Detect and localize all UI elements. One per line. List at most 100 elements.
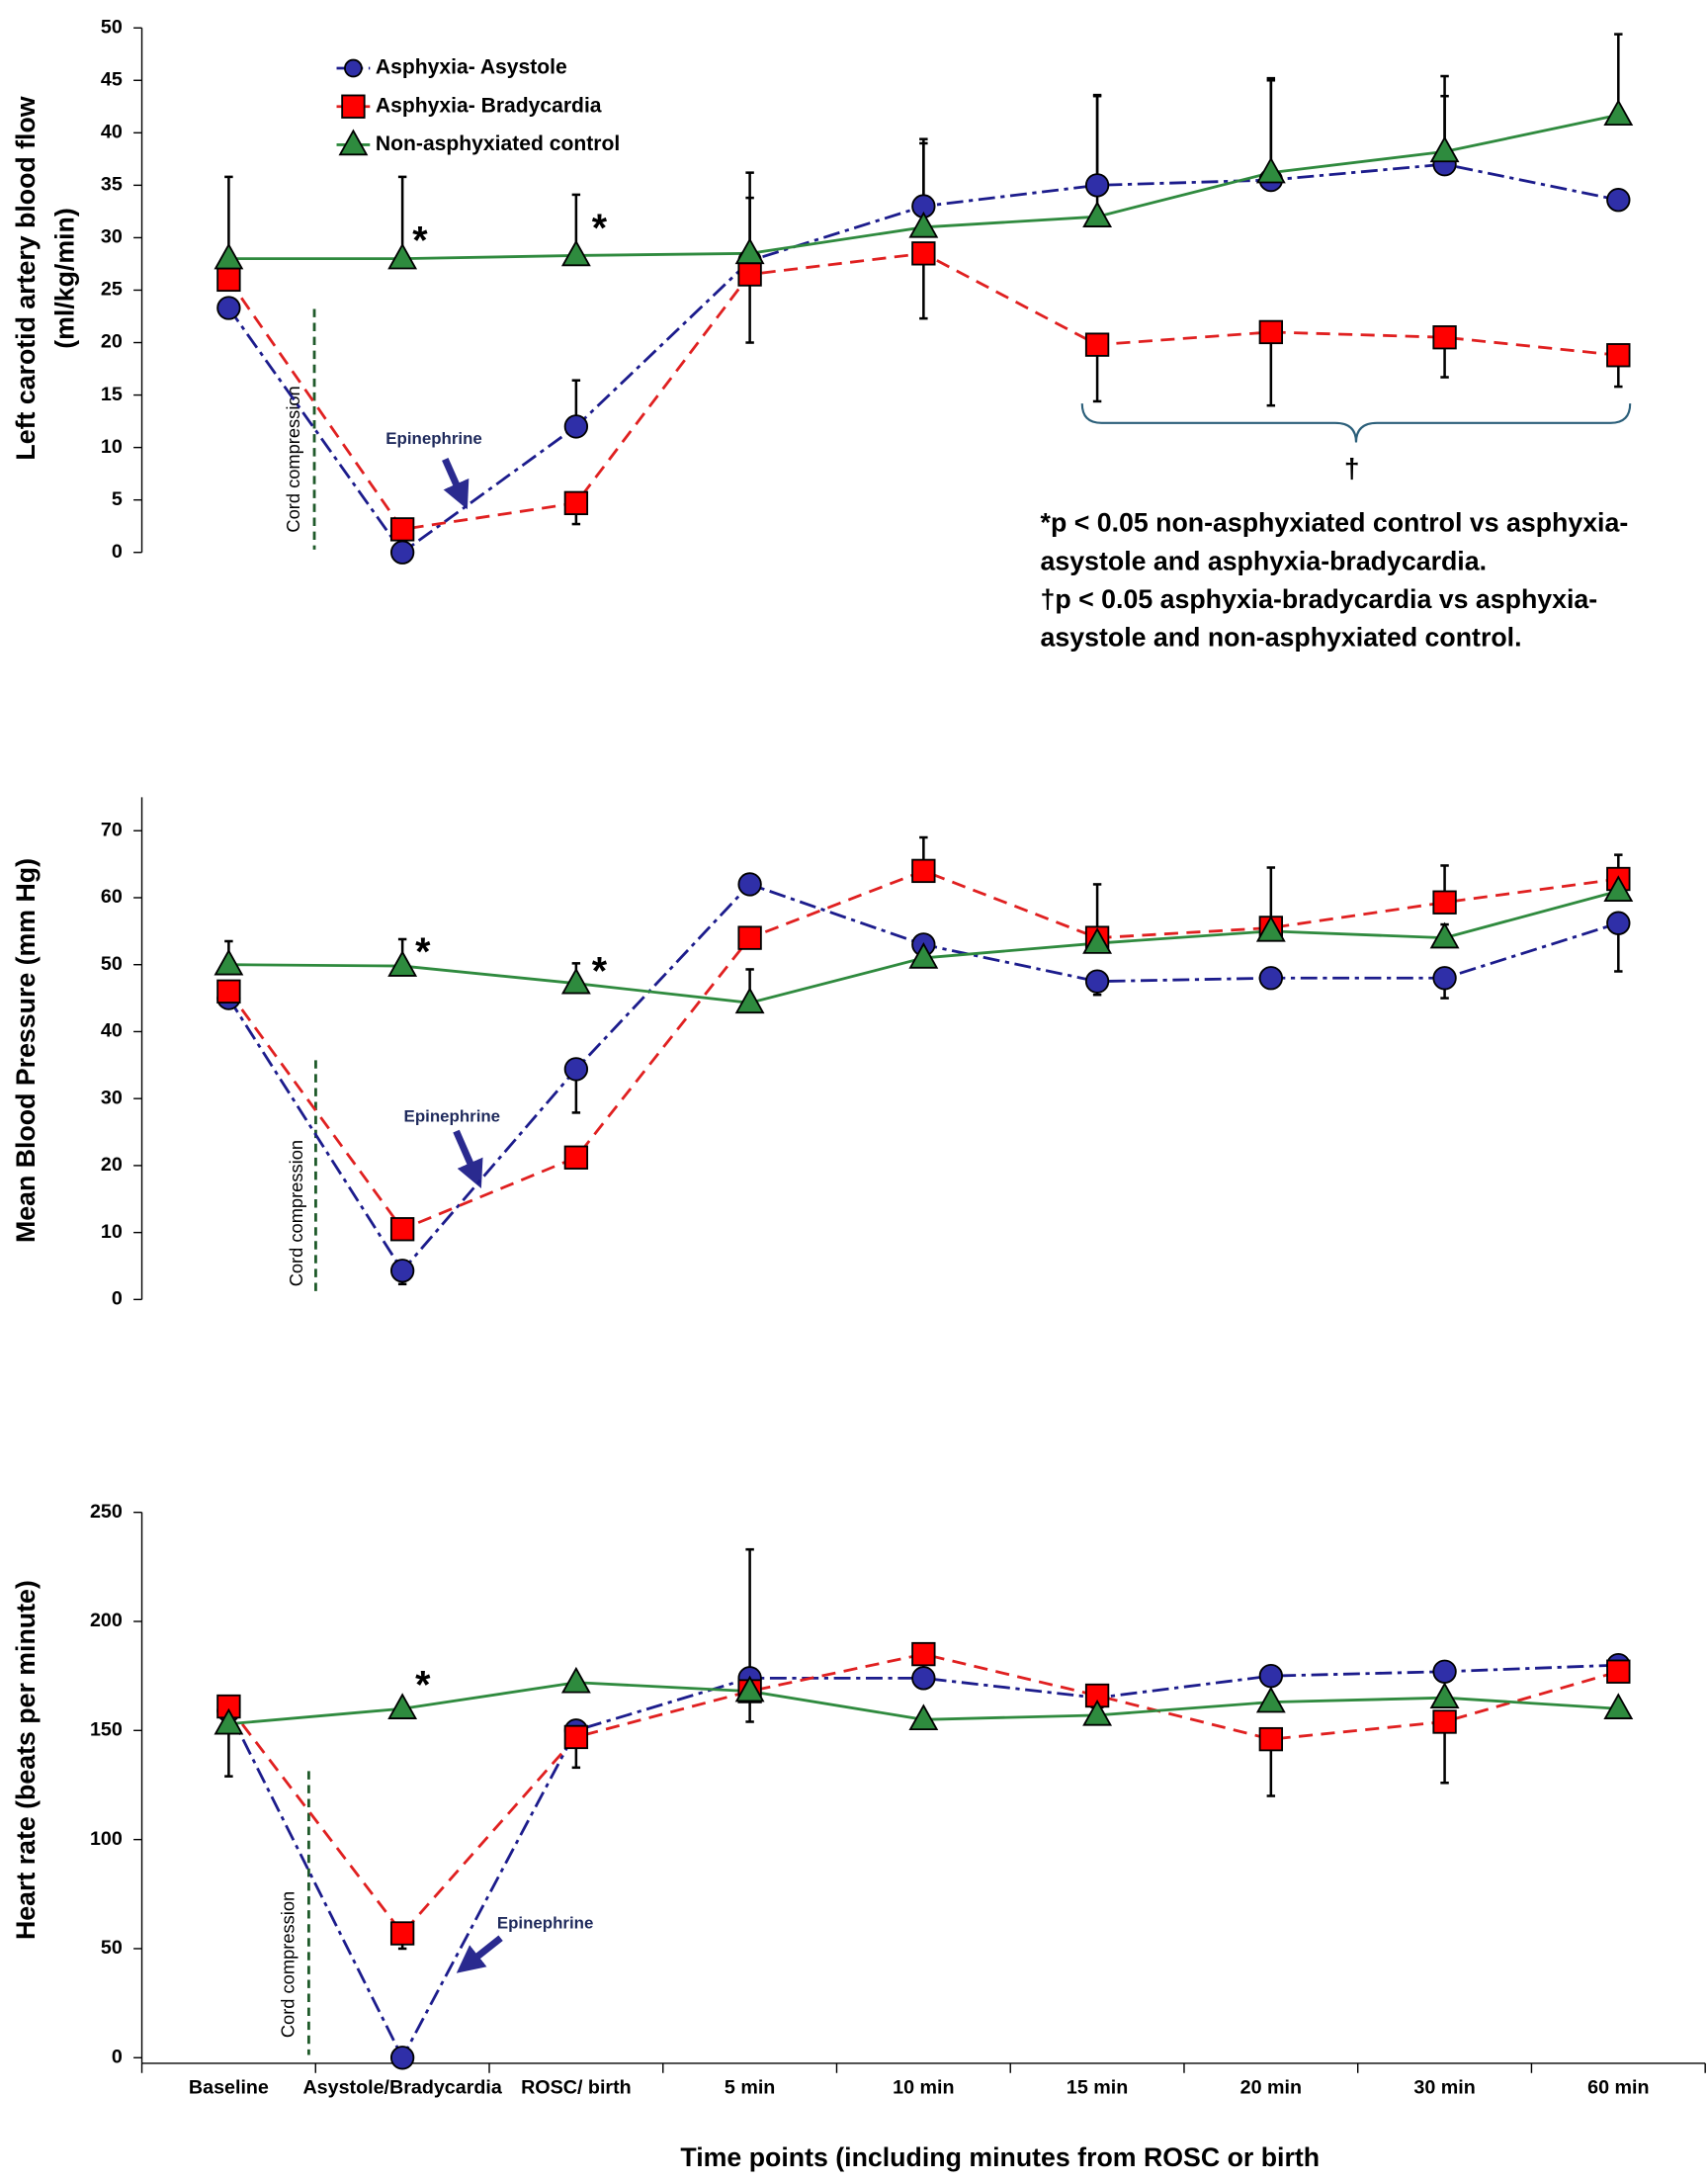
y-tick-label: 35 <box>101 174 123 196</box>
y-tick-label: 50 <box>101 16 123 38</box>
marker <box>1603 99 1634 127</box>
marker <box>1082 201 1113 227</box>
y-axis-label: Mean Blood Pressure (mm Hg) <box>11 858 41 1243</box>
marker <box>1084 173 1110 198</box>
y-tick-label: 100 <box>90 1828 123 1850</box>
marker <box>1606 911 1631 935</box>
marker <box>216 267 241 293</box>
epinephrine-label: Epinephrine <box>497 1914 594 1933</box>
bracket <box>1080 403 1632 443</box>
y-tick-label: 30 <box>101 226 123 248</box>
y-tick-label: 20 <box>101 331 123 353</box>
marker <box>908 211 939 238</box>
marker <box>389 517 415 542</box>
marker <box>1255 1686 1286 1713</box>
y-tick-label: 25 <box>101 279 123 301</box>
marker <box>560 967 591 995</box>
marker <box>908 941 939 969</box>
x-tick-label: 30 min <box>1413 2076 1475 2098</box>
y-tick-label: 5 <box>112 488 123 510</box>
legend-marker <box>338 129 369 156</box>
footnote: asystole and asphyxia-bradycardia. <box>1041 546 1487 575</box>
cord-label: Cord compression <box>286 1140 306 1286</box>
marker <box>911 1641 936 1667</box>
legend-label: Asphyxia- Bradycardia <box>376 94 602 117</box>
marker <box>214 242 244 270</box>
marker <box>1606 343 1631 368</box>
y-tick-label: 10 <box>101 436 123 458</box>
marker <box>1606 1659 1631 1684</box>
x-tick-label: Asystole/Bradycardia <box>302 2076 502 2098</box>
significance-star: * <box>412 219 428 263</box>
marker <box>737 872 762 897</box>
significance-star: * <box>415 930 431 974</box>
y-axis-label: Left carotid artery blood flow <box>11 96 41 460</box>
y-tick-label: 0 <box>112 1288 123 1310</box>
significance-star: * <box>415 1663 431 1706</box>
marker <box>389 2046 415 2070</box>
marker <box>563 1145 589 1170</box>
marker <box>737 925 762 950</box>
x-tick-label: 10 min <box>893 2076 954 2098</box>
y-tick-label: 60 <box>101 886 123 908</box>
marker <box>1432 1659 1457 1684</box>
marker <box>1432 325 1457 350</box>
marker <box>1258 1663 1284 1689</box>
y-tick-label: 15 <box>101 384 123 405</box>
x-tick-label: 20 min <box>1240 2076 1302 2098</box>
y-tick-label: 0 <box>112 2046 123 2067</box>
significance-star: * <box>592 950 608 994</box>
epinephrine-arrow <box>456 1935 503 1973</box>
marker <box>1258 966 1284 991</box>
bracket-label: † <box>1344 453 1360 483</box>
y-axis-label: Heart rate (beats per minute) <box>11 1580 41 1940</box>
y-tick-label: 50 <box>101 953 123 975</box>
marker <box>1255 915 1286 942</box>
marker <box>911 858 936 884</box>
marker <box>563 1724 589 1750</box>
y-tick-label: 40 <box>101 1020 123 1042</box>
x-tick-label: 60 min <box>1587 2076 1649 2098</box>
marker <box>911 1666 936 1691</box>
x-axis-label: Time points (including minutes from ROSC… <box>680 2142 1320 2172</box>
series-line <box>227 869 1619 1231</box>
y-axis-label: (ml/kg/min) <box>50 208 80 349</box>
marker <box>387 1693 418 1720</box>
marker <box>387 242 418 270</box>
marker <box>214 948 244 976</box>
marker <box>734 237 765 265</box>
marker <box>216 979 241 1004</box>
marker <box>1606 188 1631 213</box>
marker <box>214 1707 244 1735</box>
series-line <box>227 1652 1619 1936</box>
marker <box>563 1057 589 1082</box>
y-tick-label: 10 <box>101 1221 123 1243</box>
y-tick-label: 150 <box>90 1719 123 1741</box>
marker <box>560 239 591 267</box>
legend-label: Non-asphyxiated control <box>376 132 620 155</box>
footnote: *p < 0.05 non-asphyxiated control vs asp… <box>1041 508 1629 538</box>
marker <box>1258 1726 1284 1752</box>
y-tick-label: 50 <box>101 1937 123 1959</box>
marker <box>911 241 936 266</box>
footnote: †p < 0.05 asphyxia-bradycardia vs asphyx… <box>1041 584 1598 614</box>
footnote: asystole and non-asphyxiated control. <box>1041 623 1522 653</box>
marker <box>389 1217 415 1242</box>
epinephrine-label: Epinephrine <box>404 1106 501 1125</box>
marker <box>563 414 589 439</box>
y-tick-label: 40 <box>101 122 123 143</box>
marker <box>1429 1682 1460 1708</box>
marker <box>1429 135 1460 163</box>
epinephrine-arrow <box>453 1129 483 1189</box>
marker <box>1084 969 1110 994</box>
marker <box>1603 875 1634 902</box>
marker <box>1429 921 1460 949</box>
marker <box>560 1666 591 1694</box>
x-tick-label: Baseline <box>189 2076 269 2098</box>
marker <box>1082 1699 1113 1726</box>
marker <box>1255 156 1286 184</box>
x-tick-label: 5 min <box>725 2076 775 2098</box>
marker <box>389 1921 415 1946</box>
marker <box>389 1259 415 1283</box>
